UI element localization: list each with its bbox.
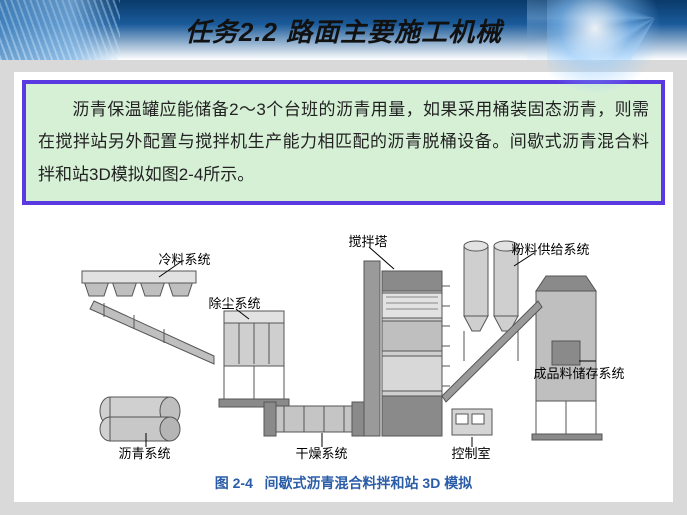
content-frame: 沥青保温罐应能储备2～3个台班的沥青用量，如果采用桶装固态沥青，则需在搅拌站另外… (14, 72, 673, 502)
label-mixing-tower: 搅拌塔 (349, 231, 388, 250)
header-rays (527, 0, 687, 60)
label-asphalt: 沥青系统 (119, 443, 171, 462)
label-dust: 除尘系统 (209, 293, 261, 312)
label-control-room: 控制室 (452, 443, 491, 462)
header-banner: 任务2.2 路面主要施工机械 (0, 0, 687, 60)
label-drying: 干燥系统 (296, 443, 348, 462)
figure-caption: 图 2-4 间歇式沥青混合料拌和站 3D 模拟 (22, 473, 665, 493)
asphalt-plant-diagram: 冷料系统 除尘系统 搅拌塔 粉料供给系统 成品料储存系统 控制室 干燥系统 沥青… (64, 211, 624, 471)
diagram-container: 冷料系统 除尘系统 搅拌塔 粉料供给系统 成品料储存系统 控制室 干燥系统 沥青… (22, 211, 665, 471)
description-text: 沥青保温罐应能储备2～3个台班的沥青用量，如果采用桶装固态沥青，则需在搅拌站另外… (38, 100, 649, 184)
label-filler: 粉料供给系统 (512, 239, 590, 258)
caption-text: 间歇式沥青混合料拌和站 3D 模拟 (265, 475, 473, 491)
page-title: 任务2.2 路面主要施工机械 (185, 12, 502, 49)
label-storage: 成品料储存系统 (534, 363, 625, 382)
label-cold-feed: 冷料系统 (159, 249, 211, 268)
caption-prefix: 图 2-4 (215, 475, 253, 491)
